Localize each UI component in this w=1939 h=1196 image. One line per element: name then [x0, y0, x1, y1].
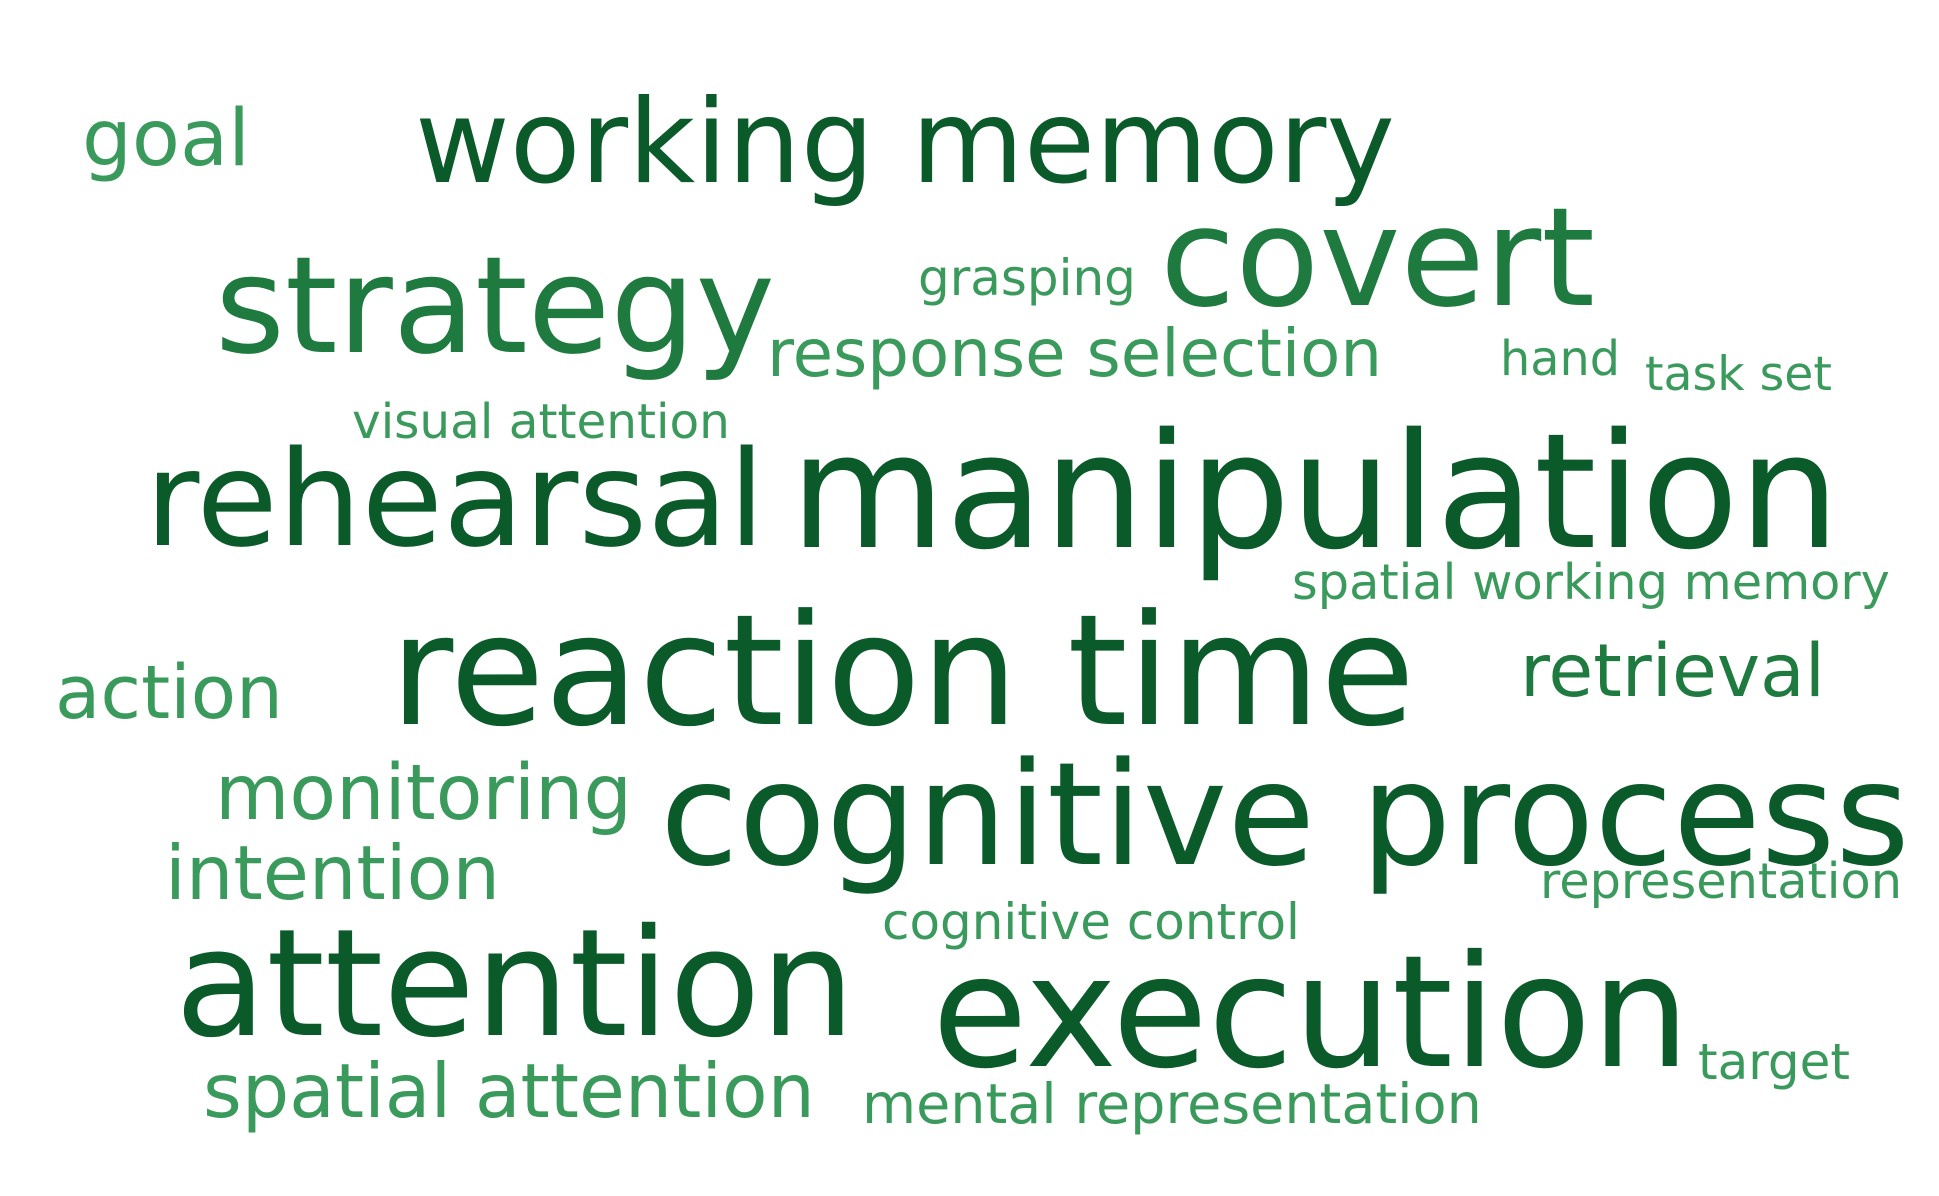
word-goal: goal — [82, 92, 251, 185]
word-spatial-attention: spatial attention — [203, 1048, 815, 1136]
word-manipulation: manipulation — [790, 398, 1840, 585]
word-cognitive-process: cognitive process — [660, 730, 1910, 898]
word-response-selection: response selection — [767, 315, 1383, 393]
word-intention: intention — [165, 829, 500, 918]
word-execution: execution — [932, 921, 1690, 1103]
word-attention: attention — [175, 898, 855, 1072]
word-retrieval: retrieval — [1520, 629, 1825, 715]
word-visual-attention: visual attention — [352, 393, 730, 450]
word-action: action — [55, 649, 283, 736]
word-strategy: strategy — [215, 226, 776, 384]
word-rehearsal: rehearsal — [145, 422, 765, 577]
word-working-memory: working memory — [415, 75, 1395, 210]
word-reaction-time: reaction time — [390, 581, 1415, 761]
word-task-set: task set — [1645, 347, 1832, 403]
word-target: target — [1698, 1033, 1850, 1091]
word-mental-representation: mental representation — [862, 1071, 1482, 1137]
word-monitoring: monitoring — [215, 749, 632, 839]
word-representation: representation — [1540, 851, 1903, 910]
word-spatial-working-memory: spatial working memory — [1292, 552, 1890, 611]
word-cognitive-control: cognitive control — [882, 892, 1300, 951]
word-grasping: grasping — [918, 248, 1136, 307]
word-covert: covert — [1160, 178, 1595, 338]
word-hand: hand — [1500, 331, 1620, 387]
